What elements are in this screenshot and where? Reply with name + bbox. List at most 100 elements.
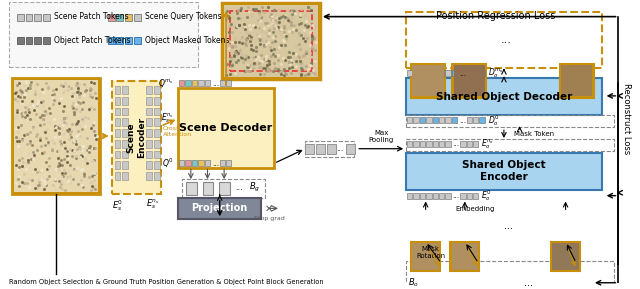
Text: Scene Query Tokens: Scene Query Tokens: [145, 12, 221, 21]
Text: Scene
Encoder: Scene Encoder: [126, 117, 146, 158]
Bar: [445, 193, 451, 199]
Bar: [146, 108, 152, 115]
Text: Shared Object Decoder: Shared Object Decoder: [436, 92, 572, 102]
Bar: [473, 141, 479, 147]
Bar: [154, 108, 159, 115]
Bar: [115, 140, 120, 148]
Bar: [26, 14, 33, 21]
Bar: [146, 140, 152, 148]
Bar: [43, 37, 50, 44]
Text: Object Masked Tokens: Object Masked Tokens: [145, 36, 229, 45]
Bar: [134, 14, 141, 21]
Bar: [205, 80, 210, 86]
Bar: [154, 118, 159, 126]
Bar: [426, 117, 431, 123]
Bar: [205, 160, 210, 166]
Bar: [220, 182, 230, 195]
Bar: [116, 37, 124, 44]
Bar: [426, 141, 431, 147]
Bar: [192, 80, 197, 86]
Text: ...: ...: [336, 144, 343, 153]
Bar: [412, 243, 439, 270]
Bar: [445, 71, 451, 76]
Text: $E_s^{n_s}$: $E_s^{n_s}$: [161, 112, 174, 125]
Text: ✕: ✕: [265, 203, 273, 213]
Text: ...: ...: [452, 139, 460, 148]
Text: Cross
Attention: Cross Attention: [163, 126, 191, 137]
Bar: [407, 193, 412, 199]
Bar: [460, 193, 466, 199]
Bar: [413, 193, 419, 199]
Text: Embedding: Embedding: [455, 206, 494, 212]
Bar: [111, 81, 161, 194]
Bar: [473, 117, 479, 123]
Bar: [222, 3, 320, 79]
Bar: [115, 129, 120, 137]
Bar: [154, 172, 159, 180]
Bar: [452, 243, 478, 270]
Bar: [43, 14, 50, 21]
Bar: [14, 80, 98, 192]
Bar: [473, 71, 479, 76]
Bar: [420, 141, 425, 147]
Bar: [122, 97, 128, 105]
Bar: [122, 86, 128, 94]
Bar: [125, 14, 132, 21]
Bar: [186, 160, 191, 166]
Bar: [115, 97, 120, 105]
Bar: [407, 117, 412, 123]
Bar: [433, 117, 438, 123]
Bar: [134, 37, 141, 44]
Bar: [406, 139, 614, 151]
Bar: [116, 14, 124, 21]
Bar: [154, 129, 159, 137]
Bar: [433, 71, 438, 76]
Bar: [35, 14, 41, 21]
Bar: [346, 144, 355, 154]
Bar: [454, 65, 485, 96]
Text: Projection: Projection: [191, 203, 248, 213]
Bar: [411, 64, 445, 98]
Bar: [122, 162, 128, 169]
Text: Scene Patch Tokens: Scene Patch Tokens: [54, 12, 129, 21]
Bar: [122, 151, 128, 158]
Text: Reconstruct Loss: Reconstruct Loss: [621, 83, 631, 154]
Bar: [452, 71, 457, 76]
Text: $Q^{m_s}$: $Q^{m_s}$: [159, 77, 174, 89]
Text: $D_o^0$: $D_o^0$: [488, 113, 499, 128]
Text: $D_o^{m_o}$: $D_o^{m_o}$: [488, 67, 504, 80]
Bar: [452, 117, 457, 123]
Bar: [26, 37, 33, 44]
Bar: [439, 141, 444, 147]
Bar: [445, 141, 451, 147]
Bar: [226, 160, 232, 166]
Bar: [450, 242, 479, 271]
Bar: [146, 162, 152, 169]
Bar: [115, 108, 120, 115]
Bar: [192, 160, 197, 166]
Bar: [561, 65, 593, 96]
Bar: [467, 117, 472, 123]
Bar: [406, 261, 614, 289]
Bar: [413, 71, 419, 76]
Bar: [433, 141, 438, 147]
Bar: [412, 65, 444, 96]
Bar: [413, 117, 419, 123]
Bar: [35, 37, 41, 44]
Bar: [460, 141, 466, 147]
Bar: [108, 37, 115, 44]
Text: ...: ...: [235, 183, 243, 192]
Bar: [122, 118, 128, 126]
Bar: [154, 86, 159, 94]
Text: $Q^0$: $Q^0$: [163, 157, 174, 170]
Text: Mask
Rotation: Mask Rotation: [416, 246, 445, 259]
Bar: [305, 144, 314, 154]
Bar: [406, 153, 602, 190]
Bar: [178, 198, 261, 219]
Bar: [452, 64, 486, 98]
Bar: [426, 193, 431, 199]
Bar: [316, 144, 325, 154]
Bar: [154, 162, 159, 169]
Bar: [115, 162, 120, 169]
Bar: [198, 160, 204, 166]
